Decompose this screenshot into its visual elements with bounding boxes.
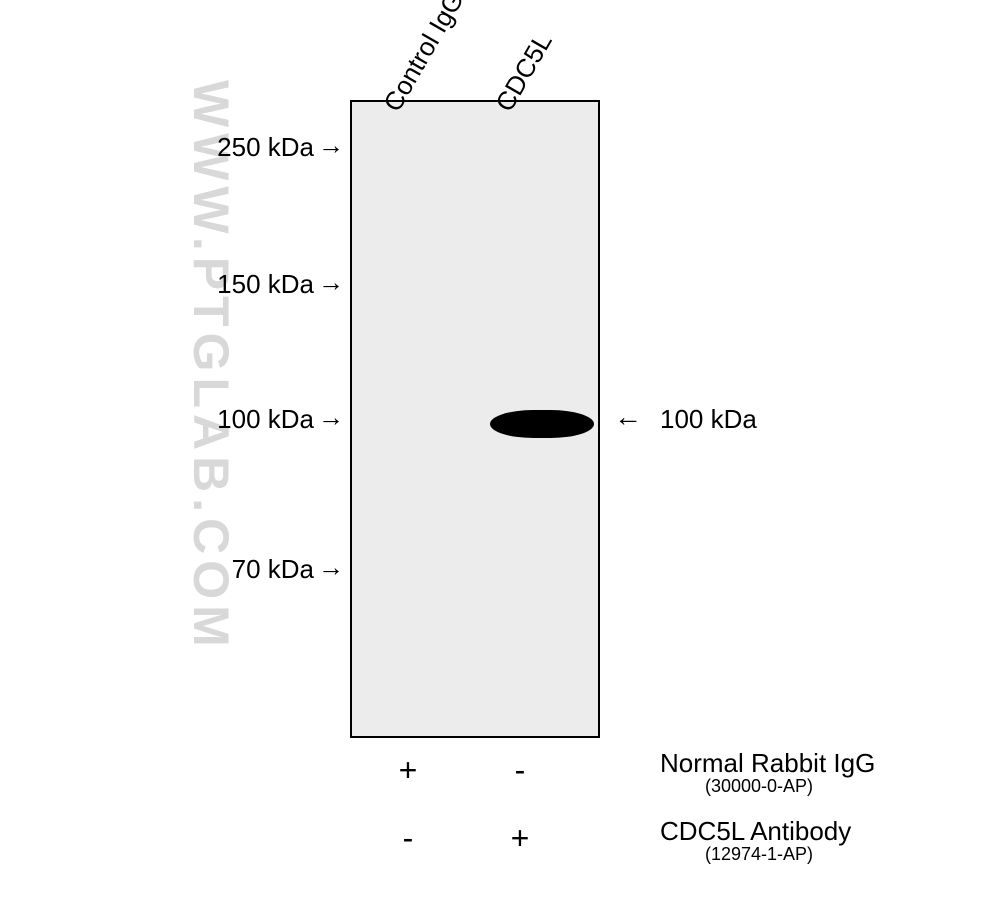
- antibody-name: CDC5L Antibody: [660, 816, 851, 847]
- plus-icon: +: [500, 820, 540, 857]
- mw-label: 250 kDa: [217, 132, 314, 163]
- minus-icon: -: [500, 752, 540, 789]
- antibody-name: Normal Rabbit IgG: [660, 748, 875, 779]
- antibody-catalog: (30000-0-AP): [705, 776, 813, 797]
- antibody-catalog: (12974-1-AP): [705, 844, 813, 865]
- minus-icon: -: [388, 820, 428, 857]
- figure-root: WWW.PTGLAB.COM Control IgGCDC5L 250 kDa→…: [0, 0, 1000, 903]
- mw-label: 100 kDa: [217, 404, 314, 435]
- protein-band: [490, 410, 594, 438]
- blot-inner: [352, 102, 598, 736]
- mw-label: 150 kDa: [217, 269, 314, 300]
- plus-icon: +: [388, 752, 428, 789]
- band-size-label: 100 kDa: [660, 404, 757, 435]
- mw-label: 70 kDa: [232, 554, 314, 585]
- arrow-right-icon: →: [318, 552, 344, 583]
- arrow-right-icon: →: [318, 402, 344, 433]
- arrow-left-icon: ←: [614, 401, 642, 433]
- arrow-right-icon: →: [318, 130, 344, 161]
- blot-membrane: [350, 100, 600, 738]
- arrow-right-icon: →: [318, 267, 344, 298]
